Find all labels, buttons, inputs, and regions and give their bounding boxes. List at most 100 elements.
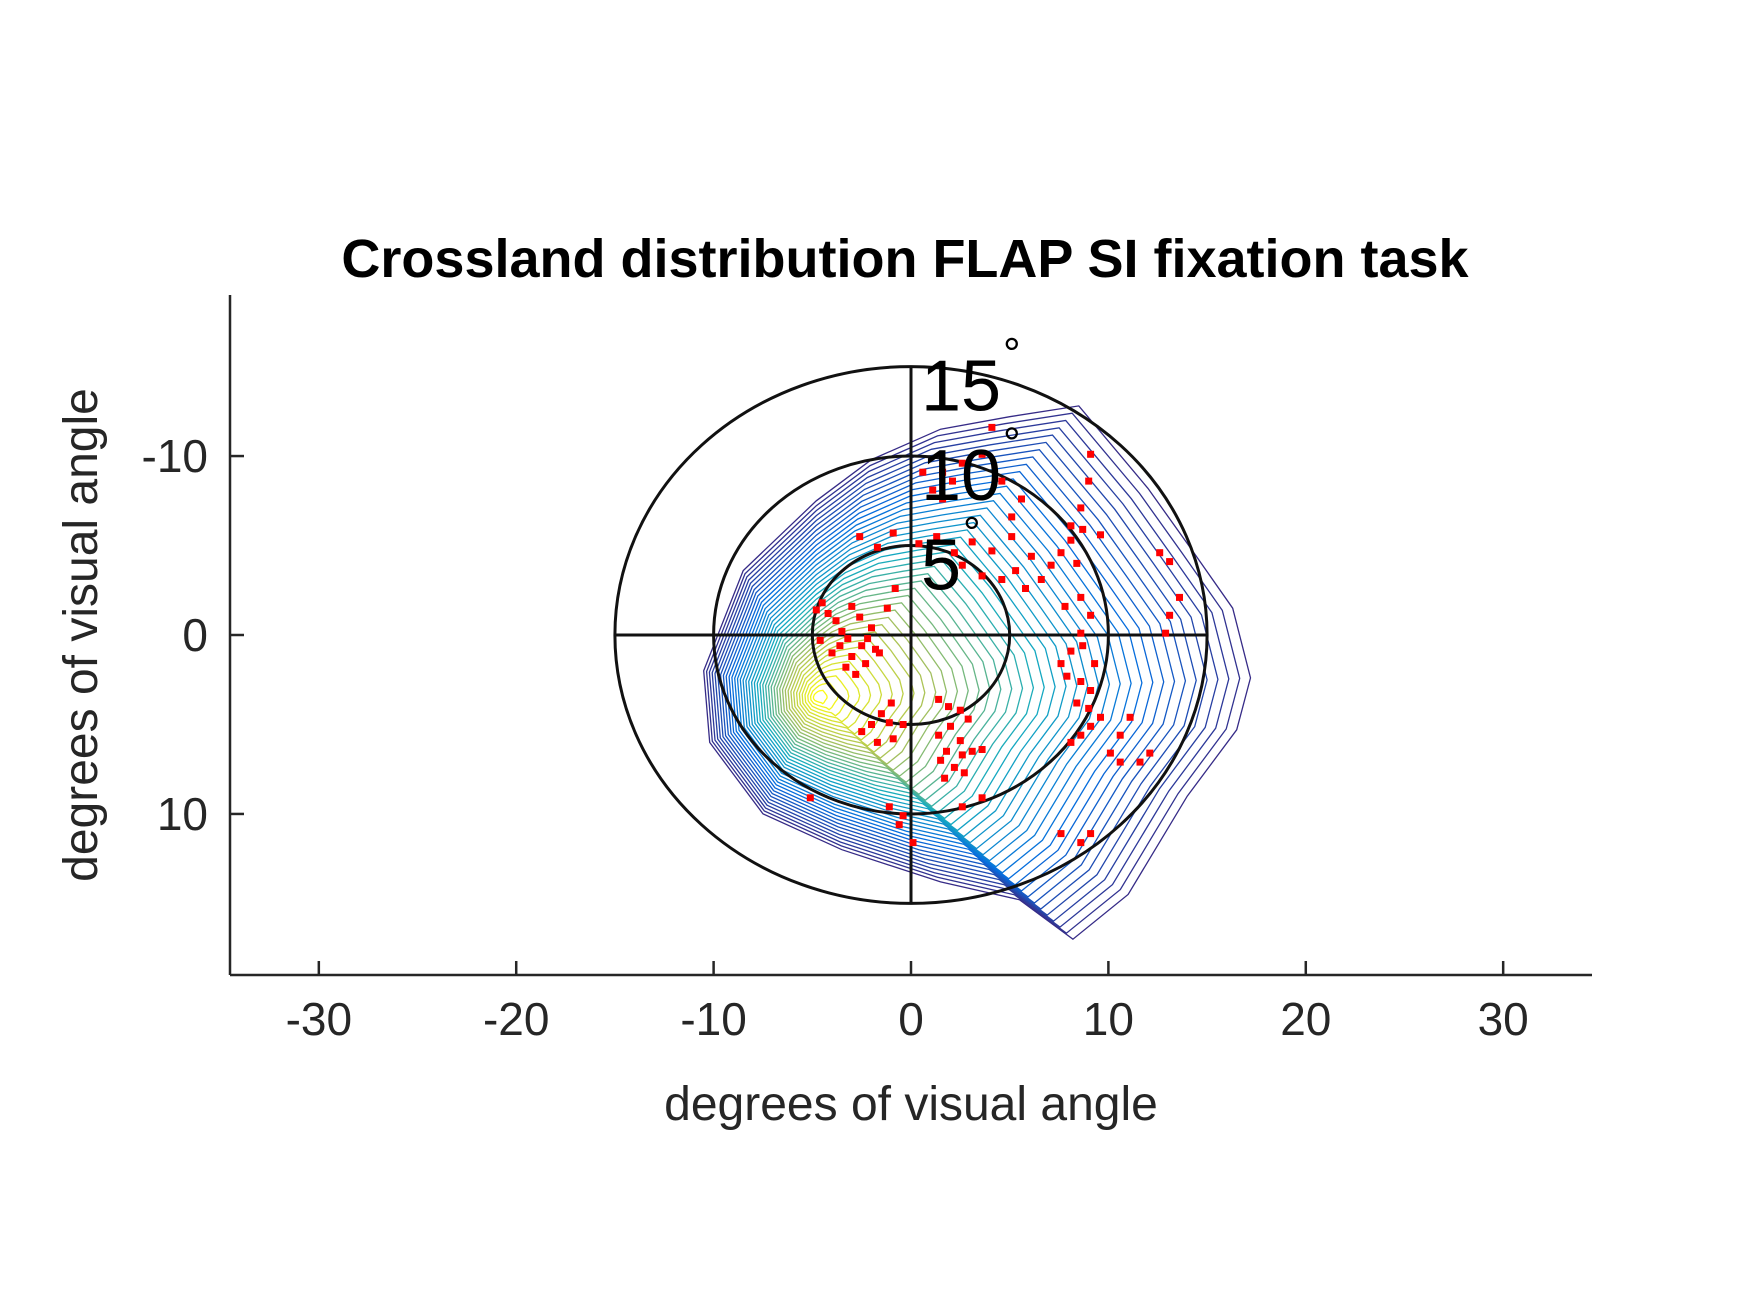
- fixation-point: [1079, 525, 1087, 533]
- fixation-point: [968, 747, 976, 755]
- fixation-point: [941, 774, 949, 782]
- fixation-point: [1077, 629, 1085, 637]
- fixation-point: [848, 602, 856, 610]
- fixation-point: [899, 812, 907, 820]
- fixation-point: [978, 746, 986, 753]
- contour-line: [798, 653, 883, 735]
- fixation-point: [858, 642, 866, 650]
- fixation-point: [889, 529, 897, 537]
- fixation-point: [899, 721, 907, 728]
- fixation-point: [978, 572, 986, 580]
- contour-line: [736, 492, 1121, 868]
- fixation-point: [939, 495, 947, 503]
- fixation-point: [1166, 611, 1174, 619]
- contour-line: [731, 478, 1143, 880]
- ring-label-10: 10: [921, 436, 1001, 516]
- fixation-point: [949, 477, 956, 485]
- fixation-point: [1162, 629, 1170, 637]
- fixation-point: [1126, 713, 1134, 721]
- contour-line: [781, 609, 948, 771]
- fixation-point: [1085, 477, 1093, 485]
- fixation-point: [1067, 522, 1075, 530]
- fixation-point: [1085, 704, 1093, 712]
- fixation-point: [873, 543, 881, 551]
- fixation-point: [1008, 513, 1016, 521]
- fixation-point: [960, 769, 968, 777]
- x-tick-label: -10: [680, 993, 746, 1045]
- fixation-point: [915, 540, 923, 548]
- fixation-point: [1116, 758, 1124, 766]
- fixation-point: [1116, 731, 1124, 739]
- fixation-point: [816, 636, 824, 644]
- contour-line: [807, 675, 850, 717]
- contour-line: [779, 602, 959, 777]
- x-axis-label: degrees of visual angle: [664, 1078, 1158, 1131]
- fixation-point: [887, 699, 895, 707]
- fixation-point: [877, 710, 885, 718]
- fixation-point: [875, 649, 883, 657]
- contour-line: [762, 558, 1024, 814]
- fixation-point: [988, 547, 996, 555]
- fixation-point: [873, 738, 881, 746]
- contour-line: [812, 689, 828, 705]
- contour-line: [734, 485, 1132, 874]
- fixation-point: [956, 737, 964, 745]
- x-tick-label: 30: [1478, 993, 1529, 1045]
- contour-line: [722, 456, 1176, 898]
- axes: -30 -20 -10 0 10 20 30 -10 0 10: [142, 295, 1592, 1045]
- fixation-points: [806, 423, 1183, 847]
- fixation-point: [889, 735, 897, 743]
- fixation-point: [856, 533, 864, 541]
- chart-title: Crossland distribution FLAP SI fixation …: [341, 229, 1469, 289]
- fixation-point: [998, 576, 1006, 583]
- fixation-point: [1176, 593, 1183, 601]
- contour-line: [742, 507, 1100, 856]
- fixation-point: [824, 610, 832, 617]
- contour-line: [801, 660, 872, 729]
- ring-degree-symbol: °: [963, 509, 981, 558]
- fixation-point: [1146, 749, 1154, 757]
- contour-line: [753, 536, 1056, 832]
- fixation-point: [935, 695, 943, 703]
- fixation-point: [1067, 536, 1075, 544]
- fixation-point: [1027, 552, 1035, 560]
- fixation-point: [856, 613, 864, 621]
- fixation-point: [1073, 559, 1081, 567]
- fixation-point: [909, 839, 917, 847]
- contour-line: [764, 565, 1013, 808]
- fixation-point: [1087, 687, 1095, 694]
- y-axis-label: degrees of visual angle: [55, 388, 108, 882]
- contour-line: [793, 638, 904, 747]
- fixation-point: [836, 642, 844, 650]
- contour-line: [714, 434, 1208, 916]
- fixation-point: [1037, 576, 1045, 583]
- y-tick-label: 10: [157, 788, 208, 840]
- fixation-point: [842, 663, 850, 671]
- fixation-point: [1057, 660, 1065, 668]
- fixation-point: [935, 731, 943, 739]
- contour-line: [790, 631, 915, 753]
- fixation-point: [1018, 495, 1025, 503]
- x-tick-label: 20: [1280, 993, 1331, 1045]
- fixation-point: [806, 794, 814, 802]
- contour-line: [773, 587, 980, 790]
- fixation-point: [1077, 839, 1085, 847]
- fixation-point: [978, 794, 986, 802]
- fixation-point: [1073, 699, 1081, 707]
- fixation-point: [1008, 533, 1016, 541]
- fixation-point: [1077, 731, 1085, 739]
- contour-line: [767, 573, 1002, 802]
- fixation-point: [1166, 558, 1174, 566]
- fixation-point: [958, 459, 966, 467]
- fixation-point: [844, 635, 852, 643]
- x-tick-label: -20: [483, 993, 549, 1045]
- fixation-point: [1047, 561, 1055, 569]
- fixation-point: [1106, 749, 1114, 757]
- fixation-point: [1077, 678, 1085, 685]
- fixation-point: [872, 645, 879, 653]
- fixation-point: [950, 763, 958, 771]
- fixation-point: [1022, 585, 1029, 592]
- plot-area: 5 °10 °15 °: [613, 330, 1252, 941]
- contour-line: [728, 470, 1154, 886]
